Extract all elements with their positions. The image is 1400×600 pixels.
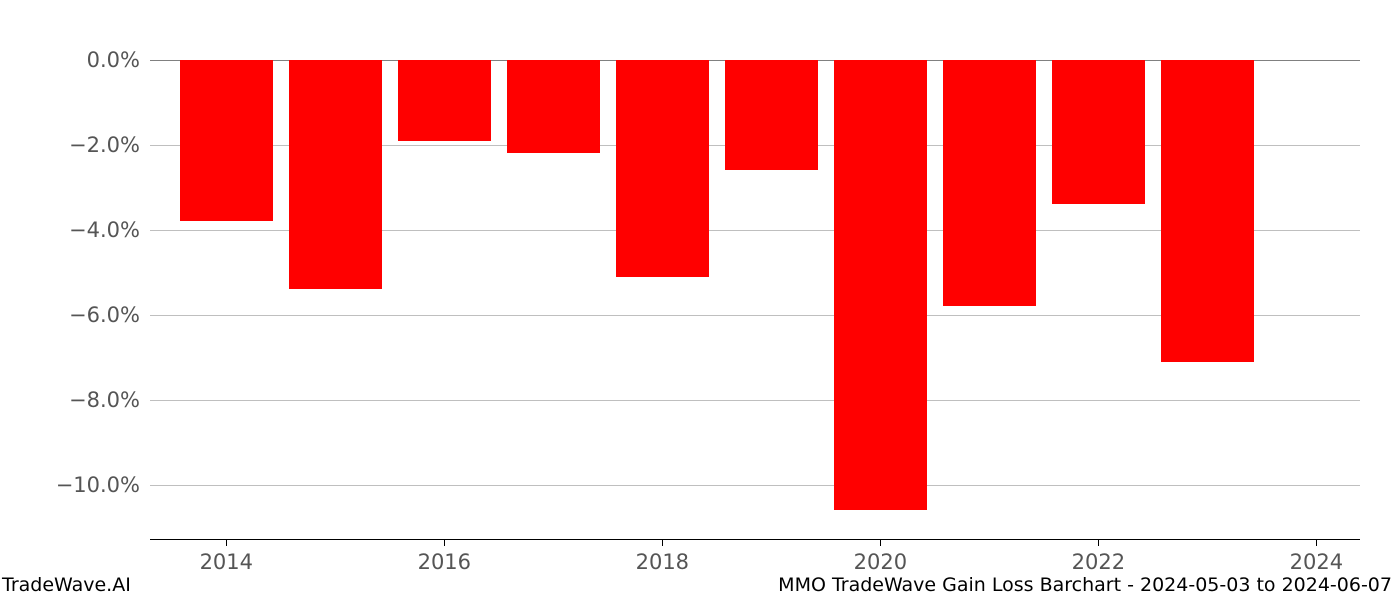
x-tick-label: 2024 xyxy=(1290,550,1343,574)
footer-brand: TradeWave.AI xyxy=(2,574,131,596)
x-tick-label: 2022 xyxy=(1072,550,1125,574)
x-tick-label: 2020 xyxy=(854,550,907,574)
y-tick-label: −8.0% xyxy=(69,388,140,412)
bar xyxy=(616,60,709,277)
y-gridline xyxy=(150,400,1360,401)
x-tick-label: 2018 xyxy=(636,550,689,574)
bar xyxy=(507,60,600,153)
y-tick-label: −4.0% xyxy=(69,218,140,242)
footer-caption: MMO TradeWave Gain Loss Barchart - 2024-… xyxy=(778,574,1392,596)
bar xyxy=(289,60,382,289)
x-tick-mark xyxy=(444,540,445,546)
x-tick-mark xyxy=(880,540,881,546)
x-tick-mark xyxy=(1098,540,1099,546)
bar xyxy=(1052,60,1145,204)
y-tick-label: −2.0% xyxy=(69,133,140,157)
x-tick-label: 2016 xyxy=(418,550,471,574)
bar xyxy=(725,60,818,170)
y-gridline xyxy=(150,485,1360,486)
x-tick-mark xyxy=(1316,540,1317,546)
x-tick-label: 2014 xyxy=(200,550,253,574)
y-tick-label: −6.0% xyxy=(69,303,140,327)
bar xyxy=(1161,60,1254,362)
x-tick-mark xyxy=(226,540,227,546)
x-tick-mark xyxy=(662,540,663,546)
plot-area xyxy=(150,60,1360,540)
bar xyxy=(180,60,273,221)
bar xyxy=(834,60,927,510)
y-tick-label: −10.0% xyxy=(56,473,140,497)
y-tick-label: 0.0% xyxy=(87,48,140,72)
bar xyxy=(398,60,491,141)
bar xyxy=(943,60,1036,306)
gain-loss-barchart: TradeWave.AI MMO TradeWave Gain Loss Bar… xyxy=(0,0,1400,600)
